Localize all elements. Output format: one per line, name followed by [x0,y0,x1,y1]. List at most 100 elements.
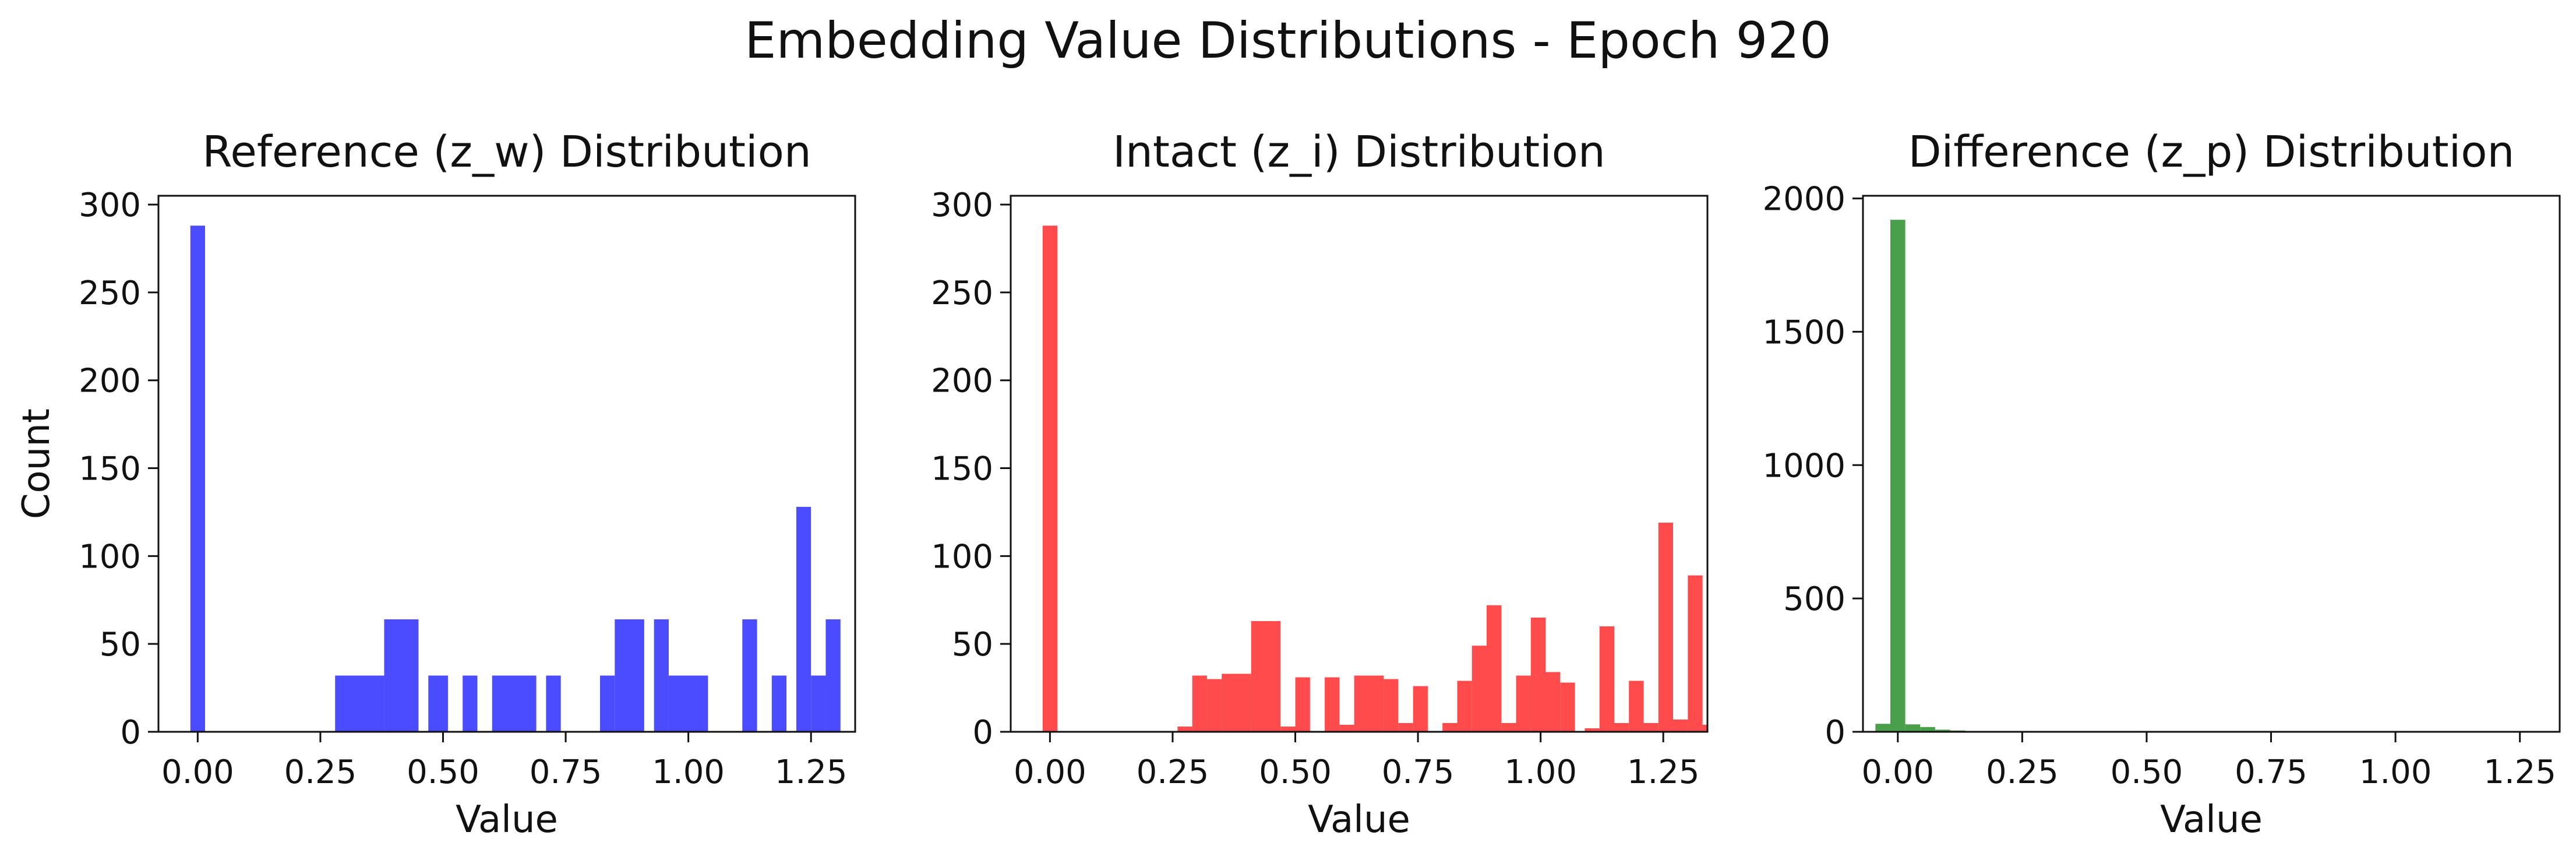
panel-reference: 0.00 0.25 0.50 0.75 1.00 1.25 0 50 100 150 200 250 3… [15,127,856,841]
y-tick-label: 2000 [1762,181,1845,218]
histogram-bar [771,675,787,732]
histogram-bar [1295,677,1310,732]
histogram-bar [1599,626,1614,732]
histogram-bar [1206,679,1222,732]
x-tick-label: 0.75 [530,753,602,791]
histogram-bar [384,619,419,732]
histogram-bar [1501,722,1516,732]
histogram-bar [811,675,826,732]
x-tick-label: 1.00 [1504,753,1577,791]
x-tick-label: 0.75 [1382,753,1455,791]
histogram-bar [825,619,841,732]
y-tick-label: 200 [79,362,141,400]
x-tick-label: 0.50 [407,753,479,791]
y-tick-label: 0 [972,714,993,752]
histogram-bar [1905,724,1921,732]
histogram-bar [1280,726,1296,732]
histogram-bar [1890,220,1905,732]
histogram-bar [428,675,448,732]
histogram-bar [463,675,478,732]
histogram-bar [1585,728,1600,732]
subplot-title: Intact (z_i) Distribution [1113,127,1605,177]
figure-title: Embedding Value Distributions - Epoch 92… [744,12,1832,70]
histogram-bar [1042,225,1058,732]
x-axis-label: Value [2160,798,2263,841]
histogram-bar [1614,722,1629,732]
x-tick-label: 1.00 [2359,753,2432,791]
panel-difference: 0.00 0.25 0.50 0.75 1.00 1.25 0 500 1000 1500 2000… [1762,127,2561,841]
histogram-bar [1192,675,1207,732]
subplot-title: Reference (z_w) Distribution [202,127,811,177]
x-tick-label: 1.25 [2483,753,2556,791]
x-tick-label: 0.25 [1137,753,1209,791]
histogram-bar [1643,722,1658,732]
x-tick-label: 1.25 [775,753,848,791]
y-tick-label: 1500 [1762,313,1845,351]
histogram-bar [1177,726,1192,732]
histogram-bar [1516,675,1531,732]
x-tick-label: 0.75 [2235,753,2307,791]
histogram-bar [1702,724,1707,732]
y-tick-label: 0 [120,714,141,752]
histogram-bar [1413,686,1428,732]
x-tick-label: 0.00 [1014,753,1086,791]
y-tick-label: 500 [1783,580,1845,618]
axes-frame [157,195,856,733]
histogram-bar [668,675,708,732]
y-axis-label: Count [15,408,58,519]
axes-frame [1010,195,1709,733]
x-tick-label: 0.00 [1861,753,1934,791]
axes-frame [1862,195,2561,733]
histogram-bar [190,225,206,732]
histogram-bar [615,619,644,732]
x-tick-label: 0.25 [1986,753,2059,791]
x-axis-label: Value [1308,798,1410,841]
histogram-bar [1472,646,1487,732]
y-tick-label: 150 [79,450,141,488]
y-tick-label: 250 [79,274,141,312]
x-tick-label: 0.25 [284,753,357,791]
histogram-bar [1545,672,1561,732]
histogram-bar [654,619,669,732]
histogram-bar [1560,682,1575,732]
histogram-bar [1398,722,1413,732]
histogram-bar [1442,722,1458,732]
histogram-bar [600,675,615,732]
histogram-bar [1530,617,1546,732]
histogram-bar [1688,575,1703,732]
y-tick-label: 250 [931,274,993,312]
histogram-bar [796,506,811,732]
y-tick-label: 100 [79,538,141,576]
y-tick-label: 100 [931,538,993,576]
y-tick-label: 150 [931,450,993,488]
histogram-bar [1222,674,1251,732]
x-tick-label: 0.00 [161,753,234,791]
histogram-bar [1935,729,1950,732]
x-tick-label: 0.50 [2111,753,2183,791]
x-tick-label: 0.50 [1259,753,1332,791]
histogram-bar [335,675,384,732]
histogram-bar [1251,621,1281,732]
y-tick-label: 0 [1825,714,1845,752]
y-tick-label: 300 [79,186,141,224]
histogram-bar [1486,605,1502,732]
histogram-bar [1875,724,1890,732]
x-tick-label: 1.25 [1627,753,1700,791]
histogram-bar [546,675,561,732]
y-tick-label: 1000 [1762,447,1845,485]
histogram-bar [492,675,537,732]
x-tick-label: 1.00 [652,753,725,791]
y-tick-label: 50 [100,626,141,664]
histogram-bar [1673,719,1688,732]
histogram-bar [1384,679,1399,732]
y-tick-label: 50 [952,626,993,664]
subplot-title: Difference (z_p) Distribution [1908,127,2515,177]
histogram-bar [1354,675,1384,732]
histogram-bar [1920,727,1935,732]
y-tick-label: 300 [931,186,993,224]
histogram-bar [1629,681,1644,732]
histogram-bar [1339,724,1354,732]
histogram-bar [1658,523,1674,732]
histogram-bar [742,619,757,732]
